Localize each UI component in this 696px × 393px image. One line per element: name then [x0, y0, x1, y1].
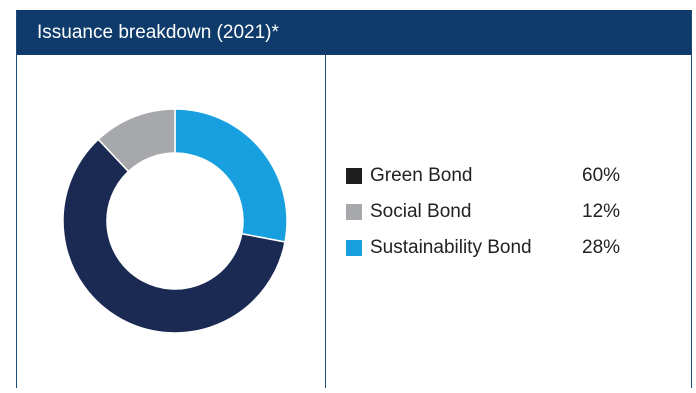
- legend-label-social-bond: Social Bond: [370, 201, 472, 222]
- legend-swatch-sustainability-bond: [346, 240, 362, 256]
- column-divider: [325, 55, 326, 388]
- legend-swatch-green-bond: [346, 168, 362, 184]
- donut-slice-social-bond: [97, 108, 176, 173]
- donut-chart-area: [17, 55, 325, 388]
- legend-item-sustainability-bond: Sustainability Bond 28%: [346, 230, 646, 266]
- panel-title: Issuance breakdown (2021)*: [17, 10, 691, 55]
- donut-chart: [62, 108, 288, 334]
- legend-label-sustainability-bond: Sustainability Bond: [370, 237, 532, 258]
- legend-swatch-social-bond: [346, 204, 362, 220]
- legend-label-green-bond: Green Bond: [370, 165, 473, 186]
- chart-legend: Green Bond 60% Social Bond 12% Sustainab…: [346, 158, 646, 266]
- legend-item-green-bond: Green Bond 60%: [346, 158, 646, 194]
- donut-slice-sustainability-bond: [174, 108, 288, 243]
- donut-slice-green-bond: [62, 138, 286, 334]
- legend-item-social-bond: Social Bond 12%: [346, 194, 646, 230]
- legend-value-green-bond: 60%: [582, 165, 621, 186]
- legend-value-sustainability-bond: 28%: [582, 237, 621, 258]
- legend-value-social-bond: 12%: [582, 201, 621, 222]
- issuance-panel: Issuance breakdown (2021)*: [16, 10, 692, 388]
